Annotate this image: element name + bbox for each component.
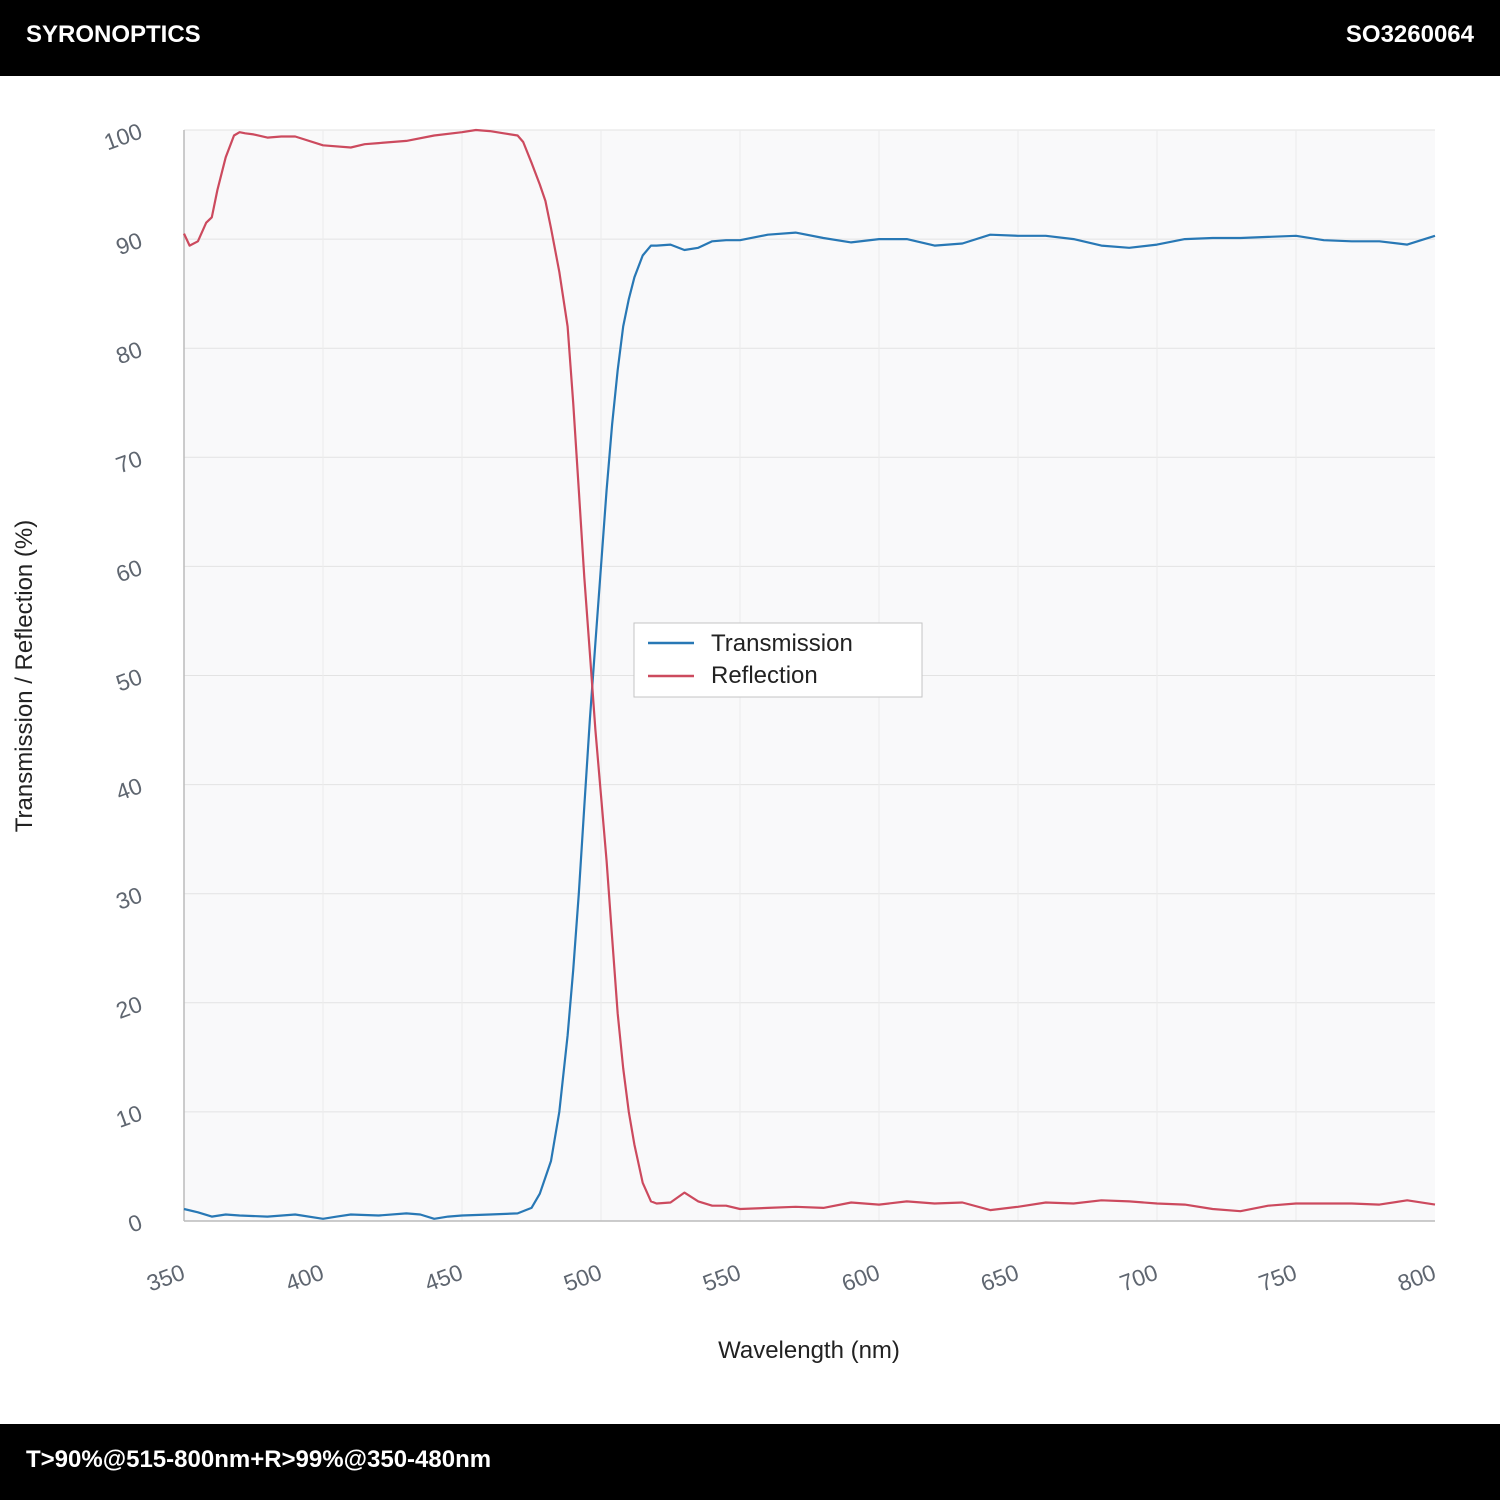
y-tick-label: 30 bbox=[113, 881, 146, 914]
x-tick-label: 500 bbox=[560, 1259, 605, 1297]
y-tick-label: 10 bbox=[113, 1100, 146, 1133]
x-tick-label: 450 bbox=[421, 1259, 466, 1297]
footer-bar: T>90%@515-800nm+R>99%@350-480nm bbox=[0, 1424, 1500, 1500]
x-tick-label: 800 bbox=[1394, 1259, 1439, 1297]
y-tick-label: 70 bbox=[113, 445, 146, 478]
x-axis-label: Wavelength (nm) bbox=[718, 1337, 900, 1364]
x-tick-label: 400 bbox=[282, 1259, 327, 1297]
product-code: SO3260064 bbox=[1345, 21, 1474, 48]
spectrum-chart: 0 10 20 30 40 50 60 70 80 90 100 350 400 450 500 550 60… bbox=[11, 118, 1439, 1364]
series-line-transmission bbox=[183, 231, 1436, 1220]
legend-box bbox=[633, 622, 923, 698]
legend-label-transmission: Transmission bbox=[711, 630, 853, 657]
y-tick-label: 20 bbox=[113, 991, 146, 1024]
y-tick-label: 80 bbox=[113, 336, 146, 369]
series-lines bbox=[183, 128, 1436, 1220]
spec-summary: T>90%@515-800nm+R>99%@350-480nm bbox=[26, 1446, 492, 1473]
x-tick-label: 600 bbox=[838, 1259, 883, 1297]
x-tick-label: 750 bbox=[1255, 1259, 1300, 1297]
y-tick-labels: 0 10 20 30 40 50 60 70 80 90 100 bbox=[100, 118, 145, 1238]
y-tick-label: 0 bbox=[125, 1209, 146, 1238]
x-tick-label: 650 bbox=[977, 1259, 1022, 1297]
y-tick-label: 100 bbox=[100, 118, 145, 156]
y-tick-label: 40 bbox=[113, 772, 146, 805]
y-tick-label: 90 bbox=[113, 227, 146, 260]
x-tick-label: 700 bbox=[1116, 1259, 1161, 1297]
x-tick-label: 350 bbox=[143, 1259, 188, 1297]
x-tick-labels: 350 400 450 500 550 600 650 700 750 800 bbox=[143, 1259, 1439, 1297]
series-line-reflection bbox=[183, 128, 1436, 1213]
legend: Transmission Reflection bbox=[633, 622, 923, 698]
y-axis-label: Transmission / Reflection (%) bbox=[11, 520, 38, 833]
brand-name: SYRONOPTICS bbox=[26, 21, 201, 48]
legend-label-reflection: Reflection bbox=[711, 662, 818, 689]
x-tick-label: 550 bbox=[699, 1259, 744, 1297]
header-bar: SYRONOPTICS SO3260064 bbox=[0, 0, 1500, 76]
y-tick-label: 60 bbox=[113, 554, 146, 587]
y-tick-label: 50 bbox=[113, 663, 146, 696]
